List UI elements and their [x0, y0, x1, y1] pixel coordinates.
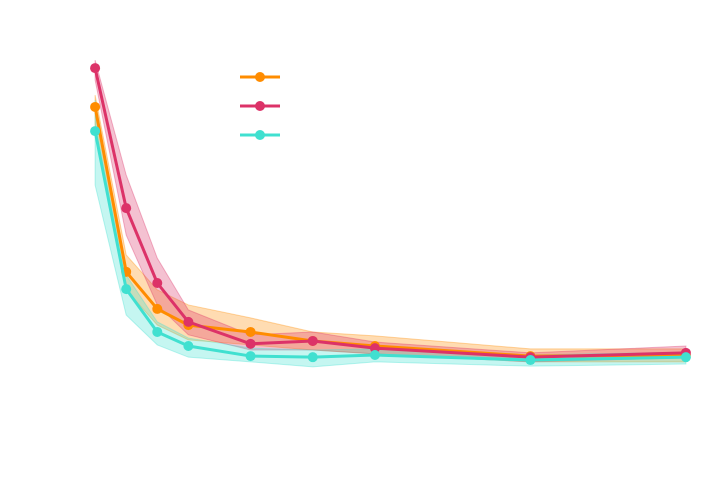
series-line — [93, 67, 686, 359]
legend-marker — [255, 72, 265, 82]
point — [90, 101, 101, 112]
point — [307, 352, 318, 363]
point — [152, 326, 163, 337]
legend — [240, 72, 280, 140]
point — [525, 355, 536, 366]
point — [369, 343, 380, 354]
legend-marker — [255, 101, 265, 111]
legend-marker — [255, 130, 265, 140]
point — [369, 350, 380, 360]
point — [245, 338, 256, 349]
point — [183, 341, 194, 351]
point — [245, 326, 256, 337]
point — [307, 335, 318, 346]
point — [183, 316, 194, 327]
point — [121, 284, 132, 295]
point — [90, 126, 101, 137]
confidence-band — [94, 100, 687, 368]
point — [680, 352, 691, 363]
point — [245, 351, 256, 362]
point — [152, 303, 163, 314]
point — [152, 278, 163, 288]
point — [121, 203, 132, 214]
point — [90, 63, 101, 74]
